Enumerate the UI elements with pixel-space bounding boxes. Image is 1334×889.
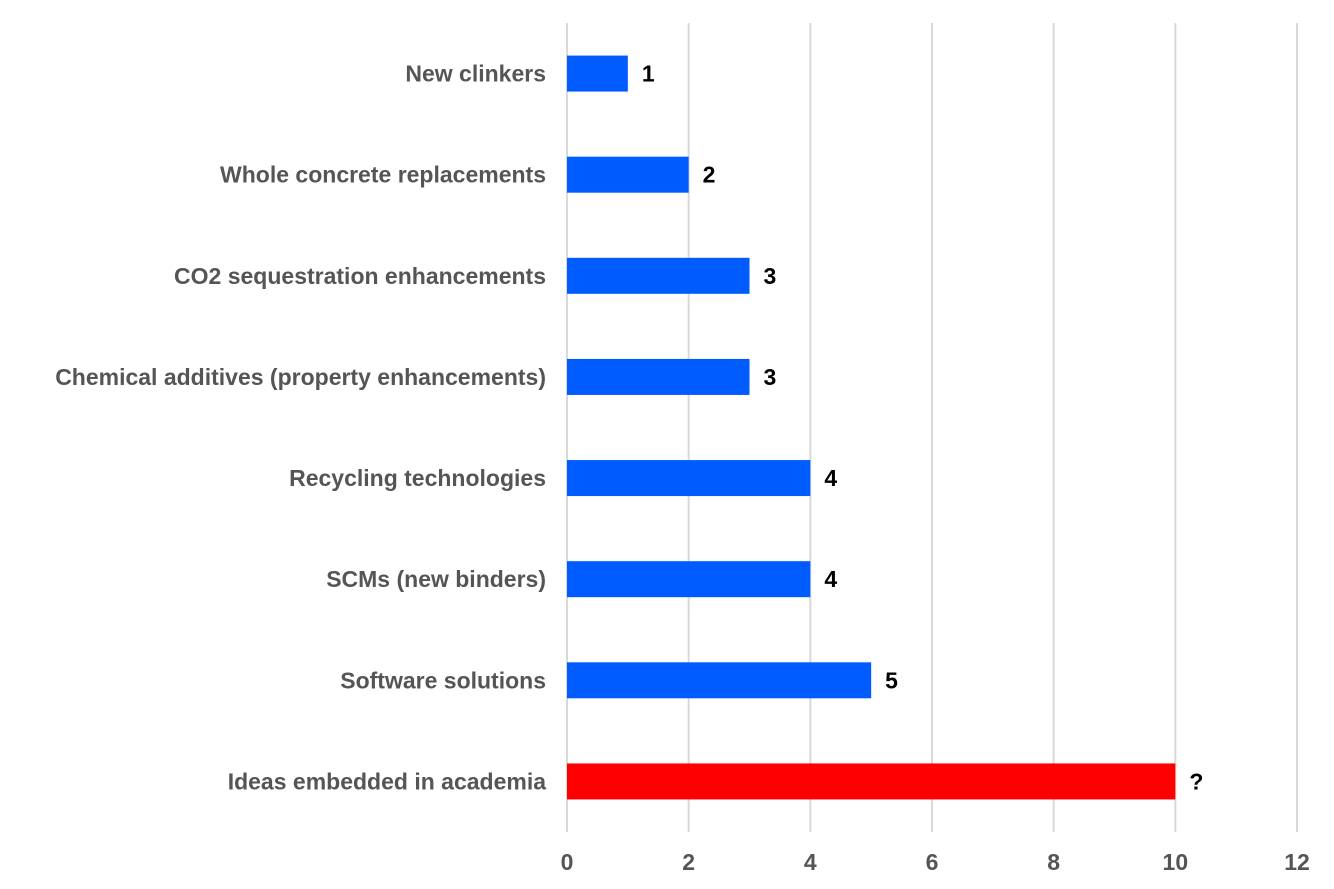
data-label-5: 4 — [824, 465, 837, 491]
category-label-8: Ideas embedded in academia — [228, 768, 547, 794]
x-tick-label-12: 12 — [1284, 849, 1310, 875]
category-label-4: Chemical additives (property enhancement… — [55, 364, 546, 390]
x-tick-label-2: 2 — [682, 849, 695, 875]
bar-5 — [567, 460, 811, 497]
data-label-1: 1 — [642, 61, 655, 87]
x-tick-label-4: 4 — [804, 849, 817, 875]
bars — [567, 55, 1176, 800]
gridlines — [566, 23, 1298, 832]
bar-4 — [567, 358, 750, 395]
x-tick-label-0: 0 — [561, 849, 574, 875]
bar-3 — [567, 257, 750, 294]
bar-6 — [567, 561, 811, 598]
bar-8 — [567, 763, 1176, 800]
category-label-2: Whole concrete replacements — [220, 162, 546, 188]
bar-1 — [567, 55, 628, 92]
x-axis-ticks: 0 2 4 6 8 10 12 — [561, 849, 1310, 875]
category-label-1: New clinkers — [405, 61, 546, 87]
category-labels: New clinkers Whole concrete replacements C… — [55, 61, 546, 795]
category-label-6: SCMs (new binders) — [326, 566, 546, 592]
bar-7 — [567, 662, 872, 699]
data-label-3: 3 — [764, 263, 777, 289]
data-labels: 1 2 3 3 4 4 5? — [642, 61, 1204, 795]
category-label-3: CO2 sequestration enhancements — [174, 263, 546, 289]
x-tick-label-10: 10 — [1163, 849, 1189, 875]
data-label-6: 4 — [824, 566, 837, 592]
data-label-2: 2 — [703, 162, 716, 188]
data-label-8: ? — [1189, 768, 1203, 794]
bar-2 — [567, 156, 689, 193]
category-label-5: Recycling technologies — [289, 465, 546, 491]
data-label-7: 5 — [885, 667, 898, 693]
x-tick-label-6: 6 — [926, 849, 939, 875]
data-label-4: 3 — [764, 364, 777, 390]
category-label-7: Software solutions — [340, 667, 546, 693]
x-tick-label-8: 8 — [1047, 849, 1060, 875]
